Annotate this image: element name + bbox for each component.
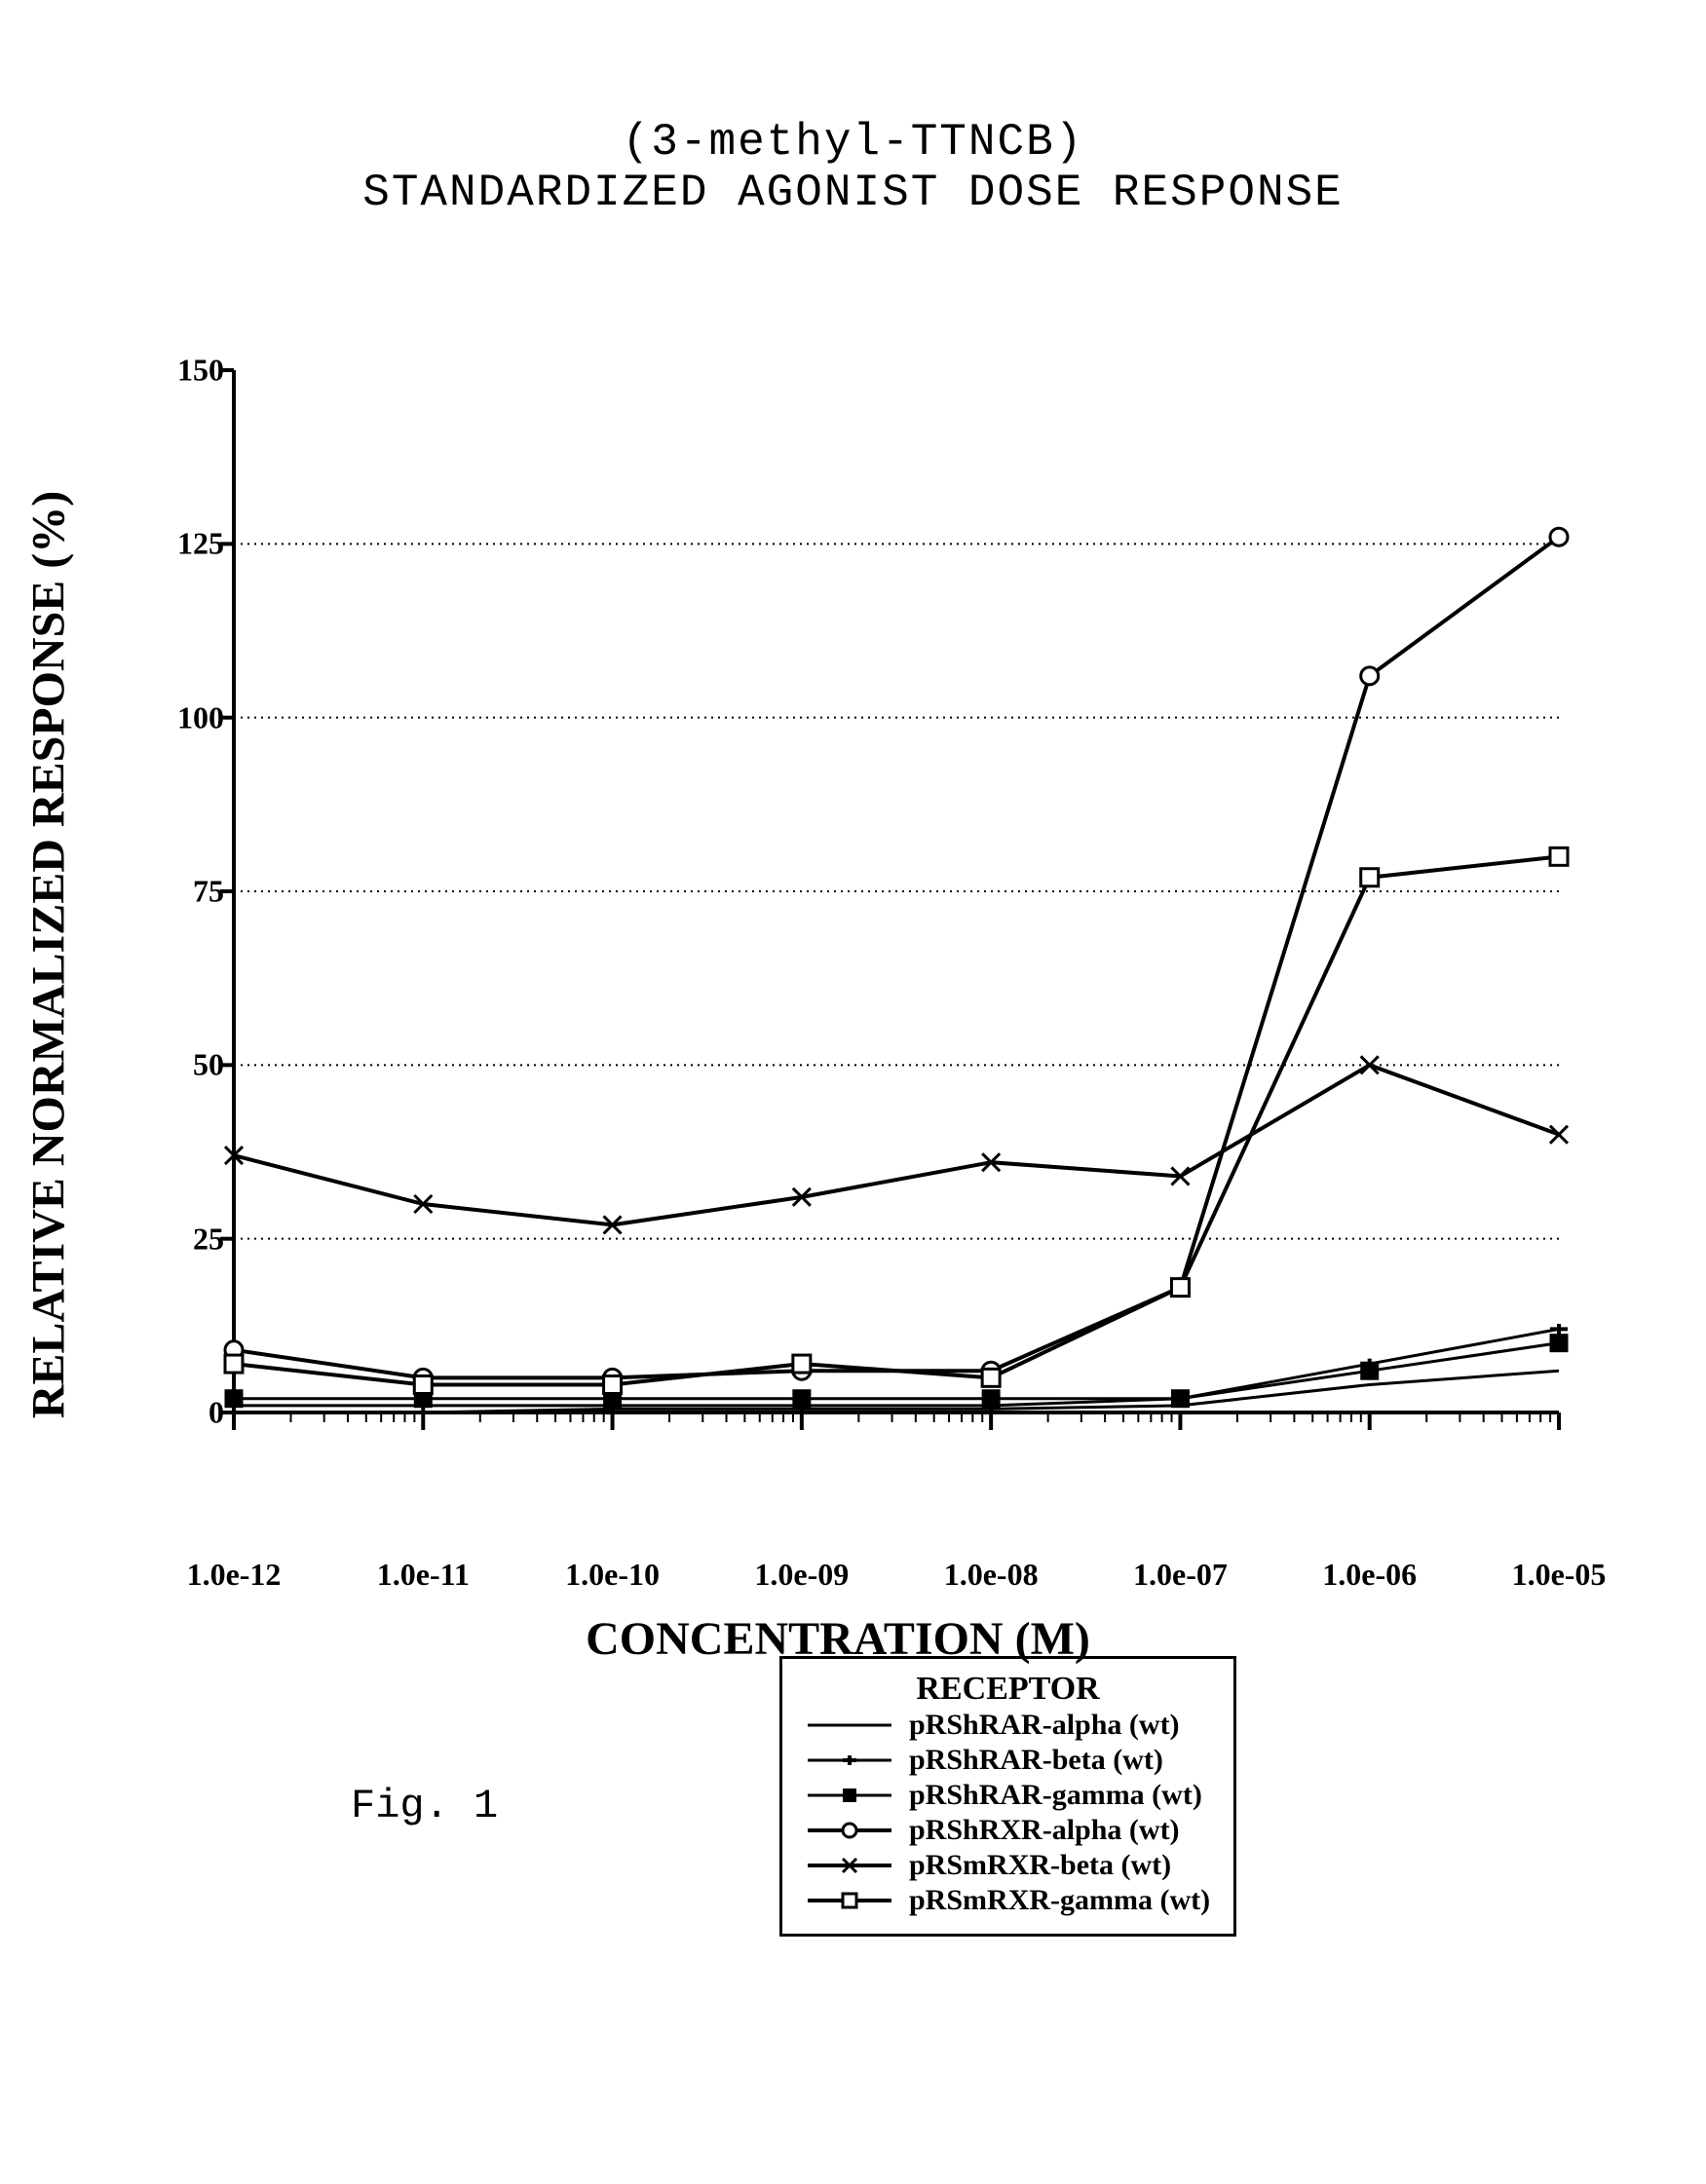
y-tick-label: 100 xyxy=(146,699,224,735)
legend-entry: pRShRAR-alpha (wt) xyxy=(806,1708,1210,1743)
legend-entry-label: pRSmRXR-beta (wt) xyxy=(909,1849,1171,1882)
series-line xyxy=(234,856,1559,1384)
series-rxr_beta xyxy=(225,1056,1568,1233)
legend-entries: pRShRAR-alpha (wt)pRShRAR-beta (wt)pRShR… xyxy=(806,1708,1210,1918)
legend-swatch xyxy=(806,1819,893,1842)
series-rxr_alpha xyxy=(225,528,1568,1386)
legend-swatch xyxy=(806,1749,893,1772)
x-tick-label: 1.0e-08 xyxy=(944,1557,1039,1593)
data-marker xyxy=(982,1369,1000,1386)
x-tick-label: 1.0e-12 xyxy=(187,1557,282,1593)
legend-entry: pRSmRXR-beta (wt) xyxy=(806,1848,1210,1883)
y-tick-label: 50 xyxy=(146,1047,224,1083)
data-marker xyxy=(1361,869,1379,886)
data-marker xyxy=(982,1390,1000,1408)
data-marker xyxy=(793,1355,811,1373)
chart-plot xyxy=(234,370,1559,1412)
data-marker xyxy=(414,1375,432,1393)
data-marker xyxy=(1550,528,1568,546)
data-marker xyxy=(793,1390,811,1408)
chart-title: (3-methyl-TTNCB) STANDARDIZED AGONIST DO… xyxy=(0,117,1706,218)
chart-area: RELATIVE NORMALIZED RESPONSE (%) CONCENT… xyxy=(68,370,1608,1539)
legend-entry-label: pRSmRXR-gamma (wt) xyxy=(909,1884,1210,1917)
y-tick-label: 75 xyxy=(146,874,224,910)
y-tick-label: 0 xyxy=(146,1395,224,1431)
page: (3-methyl-TTNCB) STANDARDIZED AGONIST DO… xyxy=(0,0,1706,2184)
data-marker xyxy=(1361,1362,1379,1379)
legend-entry: pRShRXR-alpha (wt) xyxy=(806,1813,1210,1848)
legend-entry-label: pRShRAR-alpha (wt) xyxy=(909,1709,1180,1742)
data-marker xyxy=(1550,847,1568,865)
legend-entry: pRShRAR-beta (wt) xyxy=(806,1743,1210,1778)
legend-swatch xyxy=(806,1713,893,1737)
y-tick-label: 25 xyxy=(146,1221,224,1257)
legend-swatch xyxy=(806,1854,893,1877)
legend-entry-label: pRShRAR-gamma (wt) xyxy=(909,1779,1202,1812)
data-marker xyxy=(1550,1335,1568,1352)
x-tick-label: 1.0e-09 xyxy=(754,1557,849,1593)
title-line-2: STANDARDIZED AGONIST DOSE RESPONSE xyxy=(0,168,1706,218)
y-axis-label: RELATIVE NORMALIZED RESPONSE (%) xyxy=(22,491,76,1419)
x-tick-label: 1.0e-10 xyxy=(565,1557,660,1593)
series-rxr_gamma xyxy=(225,847,1568,1393)
legend-entry: pRShRAR-gamma (wt) xyxy=(806,1778,1210,1813)
legend: RECEPTOR pRShRAR-alpha (wt)pRShRAR-beta … xyxy=(779,1656,1236,1937)
series-line xyxy=(234,1065,1559,1224)
legend-title: RECEPTOR xyxy=(806,1671,1210,1708)
legend-swatch xyxy=(806,1889,893,1912)
data-marker xyxy=(225,1390,243,1408)
data-marker xyxy=(604,1375,622,1393)
x-tick-label: 1.0e-07 xyxy=(1133,1557,1228,1593)
x-tick-label: 1.0e-11 xyxy=(377,1557,470,1593)
series-line xyxy=(234,537,1559,1377)
data-marker xyxy=(1361,667,1379,685)
legend-entry: pRSmRXR-gamma (wt) xyxy=(806,1883,1210,1918)
legend-swatch xyxy=(806,1784,893,1807)
legend-entry-label: pRShRAR-beta (wt) xyxy=(909,1744,1163,1777)
data-marker xyxy=(1171,1279,1189,1297)
y-tick-label: 125 xyxy=(146,526,224,562)
y-tick-label: 150 xyxy=(146,353,224,389)
figure-label: Fig. 1 xyxy=(351,1783,498,1829)
data-marker xyxy=(1171,1390,1189,1408)
legend-entry-label: pRShRXR-alpha (wt) xyxy=(909,1814,1180,1847)
data-marker xyxy=(225,1355,243,1373)
title-line-1: (3-methyl-TTNCB) xyxy=(0,117,1706,168)
x-tick-label: 1.0e-05 xyxy=(1512,1557,1607,1593)
x-tick-label: 1.0e-06 xyxy=(1322,1557,1417,1593)
